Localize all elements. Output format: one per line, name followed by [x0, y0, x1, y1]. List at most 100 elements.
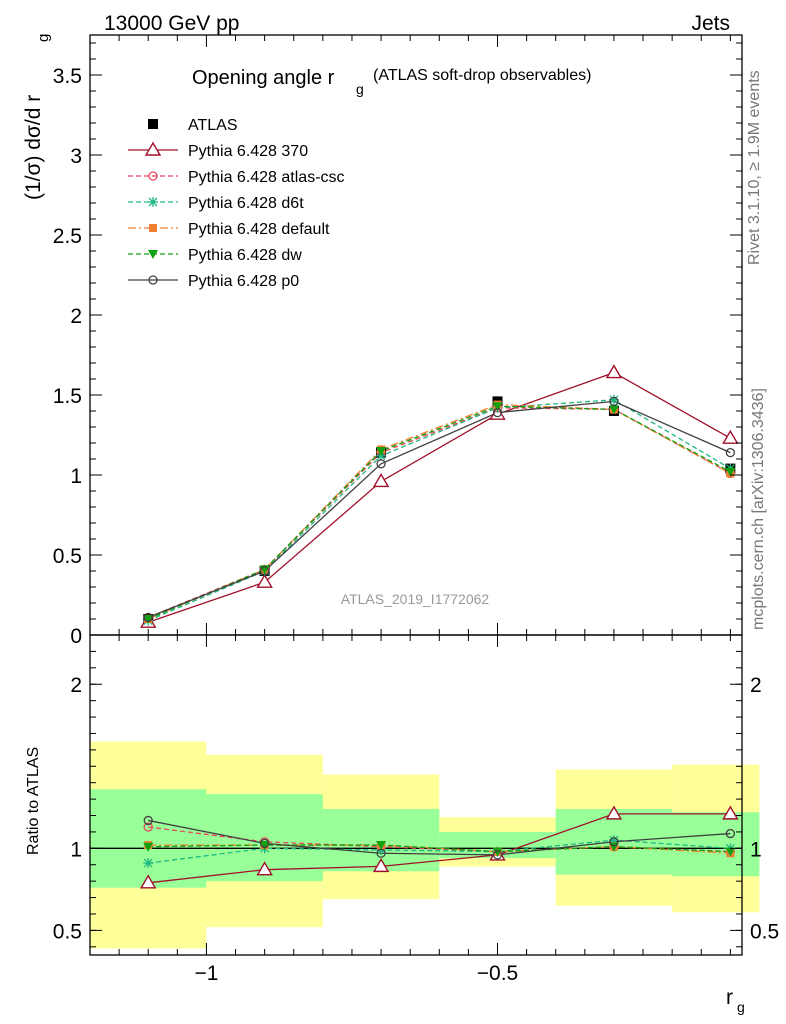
legend-label: Pythia 6.428 dw: [188, 247, 302, 264]
legend-item: Pythia 6.428 dw: [128, 247, 302, 264]
legend-item: Pythia 6.428 370: [128, 141, 308, 160]
ratio-line: [148, 819, 731, 856]
ratio-point: [725, 828, 736, 839]
ratio-series-pythia-6-428-d6t: [148, 839, 731, 864]
axis-frames: 0 0.5 1 1.5 2 2.5 3 3.5 0.5 0.5 1 1 2 2 −1 −0.5: [53, 34, 779, 985]
legend: ATLAS Pythia 6.428 370 Pythia 6.428 atlas-…: [128, 117, 345, 290]
series-pythia-6-428-370: [148, 371, 731, 623]
legend-label: Pythia 6.428 atlas-csc: [188, 169, 345, 186]
main-ytick-label: 3: [70, 145, 82, 168]
header-process: 13000 GeV pp: [104, 12, 239, 35]
main-ytick-label: 3.5: [53, 65, 82, 88]
ratio-point: [725, 847, 736, 857]
main-panel: [139, 364, 739, 628]
legend-label: Pythia 6.428 p0: [188, 273, 299, 290]
ratio-point: [143, 842, 154, 852]
data-point: [605, 364, 623, 379]
ratio-point: [492, 847, 503, 857]
legend-item: Pythia 6.428 atlas-csc: [128, 169, 345, 186]
main-ylabel-sub: g: [35, 34, 52, 42]
legend-label: Pythia 6.428 d6t: [188, 195, 304, 212]
ratio-point: [605, 805, 623, 820]
ratio-series-pythia-6-428-p0: [148, 819, 731, 856]
series-pythia-6-428-dw: [147, 405, 731, 620]
legend-label: Pythia 6.428 370: [188, 143, 308, 160]
ratio-point: [259, 841, 270, 851]
legend-marker: [148, 119, 158, 129]
series-line: [148, 371, 731, 623]
ratio-ylabel: Ratio to ATLAS: [25, 747, 42, 855]
ratio-point: [259, 838, 270, 849]
main-ylabel-text: (1/σ) dσ/d r: [22, 95, 45, 200]
data-point: [256, 573, 273, 588]
xlabel: r g: [726, 986, 745, 1015]
ratio-point: [609, 837, 619, 847]
data-point: [608, 405, 619, 415]
data-point: [492, 402, 503, 412]
xlabel-text: r: [726, 986, 733, 1009]
legend-label: Pythia 6.428 default: [188, 221, 330, 238]
ratio-point: [492, 850, 503, 860]
ratio-point: [143, 822, 153, 832]
ratio-line: [148, 813, 731, 884]
series-line: [147, 405, 731, 620]
legend-marker: [149, 224, 157, 232]
legend-item: Pythia 6.428 p0: [128, 273, 299, 290]
ratio-point: [608, 835, 619, 846]
main-title-text: Opening angle r: [192, 67, 335, 89]
series-line: [147, 407, 731, 619]
data-point: [143, 615, 154, 624]
ratio-point: [256, 861, 273, 876]
main-ylabel: (1/σ) dσ/d r g: [22, 34, 52, 200]
data-point: [143, 612, 153, 623]
data-point: [372, 473, 390, 488]
mcplots-label: mcplots.cern.ch [arXiv:1306.3436]: [750, 388, 767, 630]
legend-marker: [148, 250, 158, 259]
ratio-point: [143, 858, 154, 869]
ratio-point: [376, 848, 386, 858]
main-ytick-label: 0.5: [53, 545, 82, 568]
series-line: [147, 400, 731, 619]
data-point: [259, 566, 270, 576]
data-point: [725, 447, 736, 458]
data-point: [376, 459, 386, 469]
data-point: [609, 396, 619, 407]
data-point: [376, 447, 387, 456]
legend-marker: [148, 171, 158, 181]
legend-item: Pythia 6.428 d6t: [128, 195, 304, 212]
series-pythia-6-428-default: [147, 403, 731, 620]
ratio-ytick-label: 0.5: [53, 920, 82, 943]
ratio-panel: [139, 805, 739, 889]
series-pythia-6-428-p0: [147, 400, 731, 619]
xlabel-sub: g: [737, 999, 745, 1015]
header-category: Jets: [691, 12, 730, 35]
main-title: Opening angle r g (ATLAS soft-drop obser…: [192, 67, 591, 97]
analysis-watermark: ATLAS_2019_I1772062: [341, 591, 490, 607]
legend-marker: [148, 197, 158, 207]
xtick-label: −0.5: [477, 962, 518, 985]
ratio-line: [148, 844, 731, 853]
ratio-band-inner: [90, 789, 207, 888]
main-ytick-label: 1: [70, 465, 82, 488]
ratio-point: [376, 841, 387, 851]
rivet-label: Rivet 3.1.10, ≥ 1.9M events: [746, 70, 763, 265]
main-ytick-label: 2.5: [53, 225, 82, 248]
ratio-series-pythia-6-428-370: [148, 813, 731, 884]
ratio-ytick-label-right: 1: [750, 838, 762, 861]
ratio-point: [722, 805, 739, 820]
data-point: [722, 429, 739, 444]
series-line: [147, 403, 731, 620]
ratio-ytick-label: 1: [70, 838, 82, 861]
ratio-point: [143, 815, 153, 826]
ratio-ytick-label: 2: [70, 674, 82, 697]
ratio-series-pythia-6-428-dw: [148, 844, 731, 853]
xtick-label: −1: [194, 962, 218, 985]
main-ytick-label: 1.5: [53, 385, 82, 408]
legend-item: ATLAS: [148, 117, 238, 134]
ratio-ytick-label-right: 2: [750, 674, 762, 697]
data-point: [608, 394, 619, 405]
main-title-note: (ATLAS soft-drop observables): [373, 67, 591, 84]
ratio-ytick-label-right: 0.5: [750, 920, 779, 943]
ratio-uncertainty-bands: [90, 741, 760, 949]
